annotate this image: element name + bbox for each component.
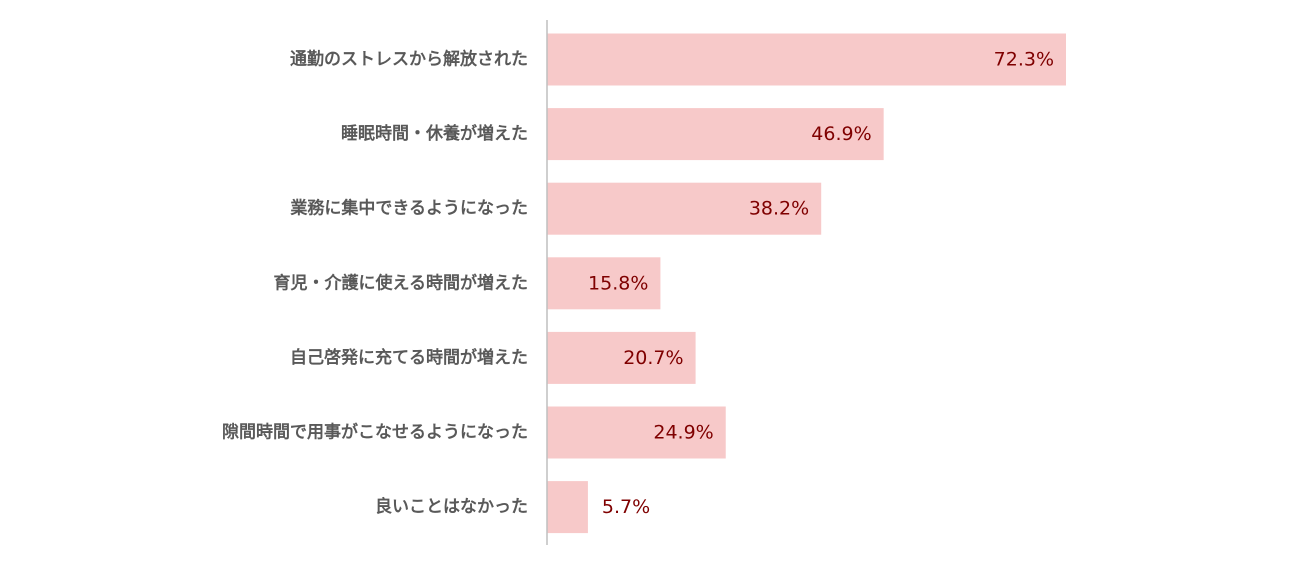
bar-2 bbox=[547, 108, 884, 161]
category-label-2: 睡眠時間・休養が増えた bbox=[341, 123, 528, 144]
value-label-3: 38.2% bbox=[749, 198, 809, 220]
category-label-1: 通勤のストレスから解放された bbox=[290, 49, 528, 70]
category-label-7: 良いことはなかった bbox=[375, 496, 528, 517]
bar-1 bbox=[547, 33, 1066, 86]
category-label-6: 隙間時間で用事がこなせるようになった bbox=[222, 422, 528, 443]
value-label-2: 46.9% bbox=[811, 123, 871, 145]
category-label-5: 自己啓発に充てる時間が増えた bbox=[290, 347, 528, 368]
bar-5 bbox=[547, 331, 696, 384]
value-label-4: 15.8% bbox=[588, 272, 648, 294]
value-label-7: 5.7% bbox=[602, 496, 650, 518]
labels-layer: 通勤のストレスから解放された 72.3% 睡眠時間・休養が増えた 46.9% 業務に集中… bbox=[222, 49, 1054, 519]
category-label-4: 育児・介護に使える時間が増えた bbox=[274, 272, 529, 293]
bar-3 bbox=[547, 182, 822, 235]
value-label-5: 20.7% bbox=[623, 347, 683, 369]
value-label-1: 72.3% bbox=[994, 49, 1054, 71]
category-label-3: 業務に集中できるようになった bbox=[290, 198, 528, 219]
value-label-6: 24.9% bbox=[653, 422, 713, 444]
bar-4 bbox=[547, 257, 661, 310]
bars-layer bbox=[547, 33, 1066, 534]
bar-6 bbox=[547, 406, 726, 459]
bar-7 bbox=[547, 481, 588, 534]
